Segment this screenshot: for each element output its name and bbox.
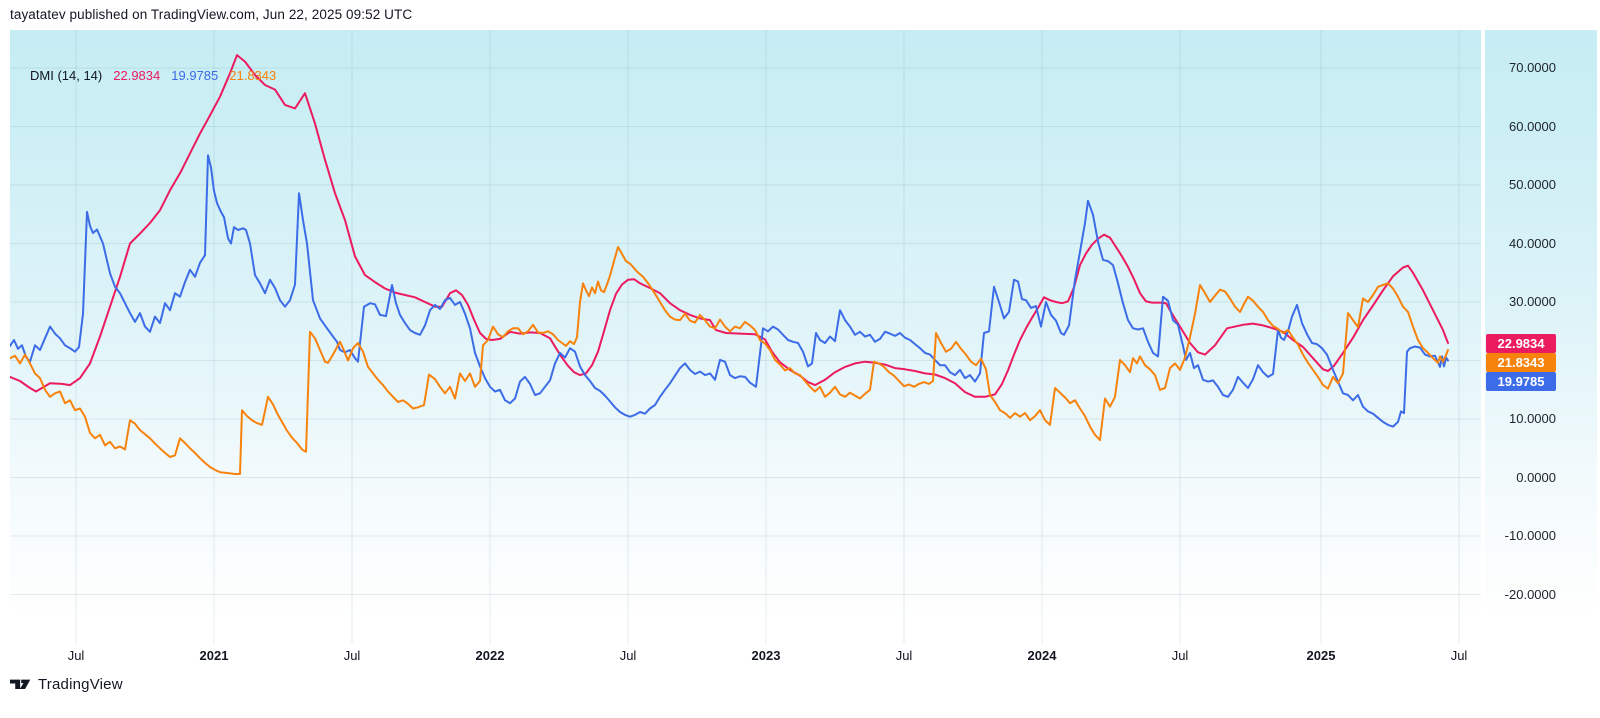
series-line-plusDI — [10, 154, 1449, 428]
legend-value-adx: 22.9834 — [113, 68, 161, 83]
legend-value-plus-di: 19.9785 — [171, 68, 219, 83]
y-axis-label: 40.0000 — [1509, 235, 1556, 251]
x-axis-label: 2025 — [1306, 648, 1336, 663]
x-axis-label: 2021 — [199, 648, 229, 663]
y-axis-label: -20.0000 — [1504, 586, 1556, 602]
footer-brand[interactable]: TradingView — [10, 676, 123, 693]
x-axis-label: Jul — [1171, 648, 1189, 663]
series-line-ADX — [10, 54, 1449, 398]
y-axis-label: 0.0000 — [1516, 469, 1556, 485]
price-axis-separator — [1481, 30, 1485, 644]
x-axis-label: Jul — [895, 648, 913, 663]
price-badge: 19.9785 — [1486, 371, 1556, 391]
x-axis-label: Jul — [619, 648, 637, 663]
tradingview-logo-icon — [10, 679, 31, 690]
published-header: tayatatev published on TradingView.com, … — [10, 7, 413, 22]
indicator-legend: DMI (14, 14) 22.9834 19.9785 21.8343 — [30, 68, 276, 83]
y-axis-label: 30.0000 — [1509, 294, 1556, 309]
x-axis-label: Jul — [343, 648, 361, 663]
price-badge: 22.9834 — [1486, 333, 1556, 353]
dmi-plot[interactable] — [10, 30, 1481, 644]
time-axis[interactable]: Jul 2021 Jul 2022 Jul 2023 Jul 2024 Jul 2025 Jul — [10, 644, 1597, 670]
indicator-title: DMI (14, 14) — [30, 68, 103, 83]
tradingview-brand-text: TradingView — [38, 676, 123, 693]
chart-area[interactable]: 70.0000 60.0000 50.0000 40.0000 30.0000 10.00… — [10, 30, 1597, 644]
y-axis-label: 10.0000 — [1509, 411, 1556, 426]
x-axis-label: 2023 — [751, 648, 781, 663]
y-axis-label: 50.0000 — [1509, 177, 1556, 192]
x-axis-label: Jul — [1450, 648, 1468, 663]
x-axis-label: 2022 — [475, 648, 505, 663]
x-axis-label: 2024 — [1027, 648, 1057, 663]
y-axis-label: 70.0000 — [1509, 60, 1556, 75]
legend-value-minus-di: 21.8343 — [229, 68, 277, 83]
y-axis-label: -10.0000 — [1504, 528, 1556, 543]
y-axis-label: 60.0000 — [1509, 118, 1556, 134]
price-badge: 21.8343 — [1486, 352, 1556, 372]
x-axis-label: Jul — [67, 648, 85, 663]
series-line-minusDI — [10, 246, 1449, 475]
